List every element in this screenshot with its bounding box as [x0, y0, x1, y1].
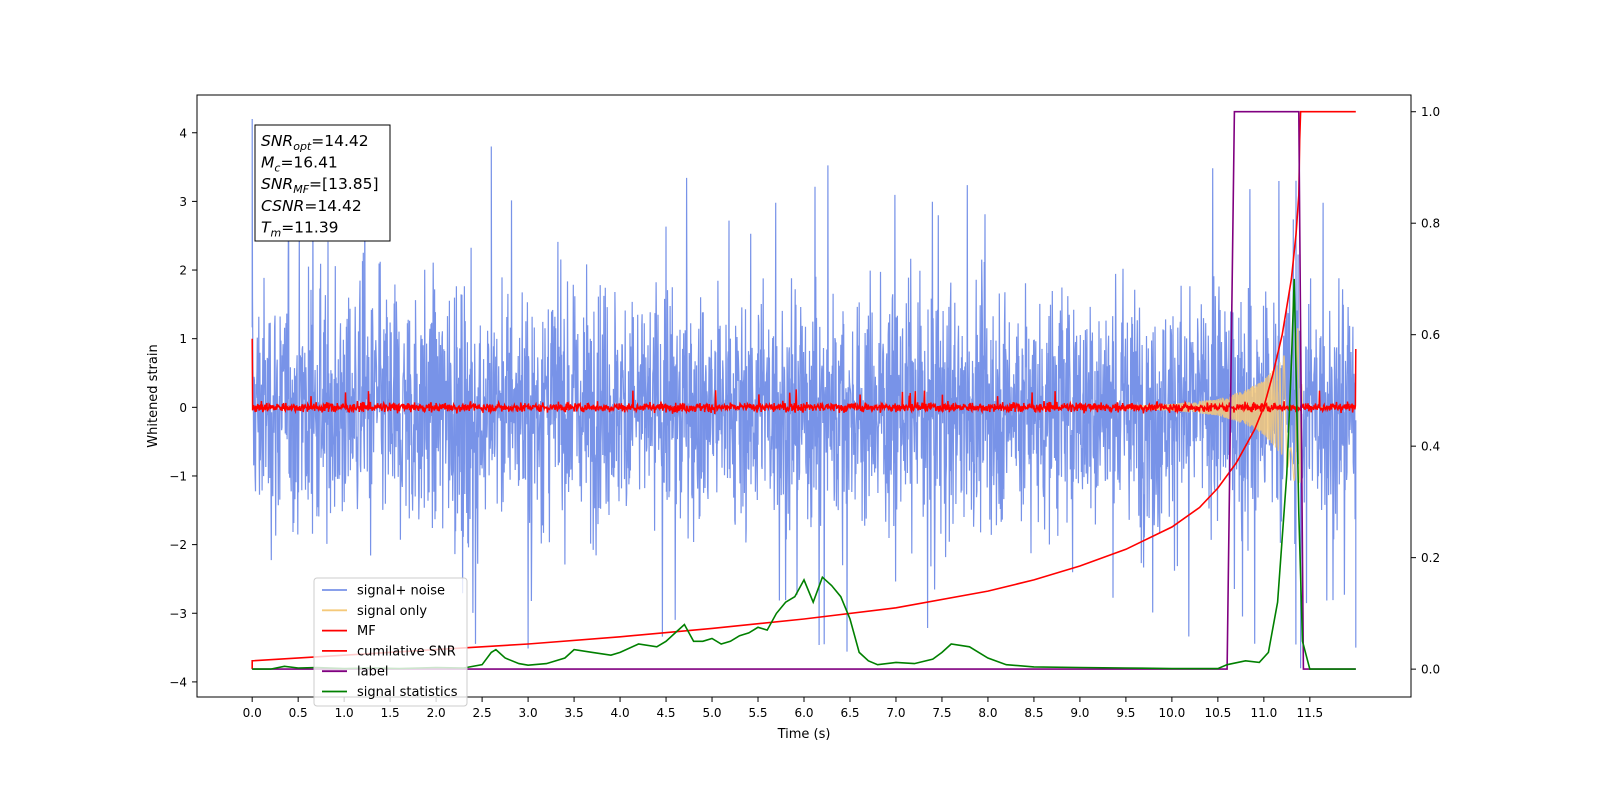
- parameters-annotation: SNRopt=14.42Mc=16.41SNRMF=[13.85]CSNR=14…: [254, 124, 391, 242]
- x-tick-label: 6.0: [794, 706, 813, 720]
- x-tick-label: 9.0: [1070, 706, 1089, 720]
- x-tick-label: 2.0: [427, 706, 446, 720]
- annotation-line: CSNR=14.42: [261, 197, 362, 215]
- x-tick-label: 3.0: [519, 706, 538, 720]
- plot-series: [251, 110, 1357, 670]
- legend-entry: cumilative SNR: [357, 644, 456, 659]
- legend-entry: signal only: [357, 604, 427, 619]
- x-tick-label: 6.5: [840, 706, 859, 720]
- x-tick-label: 8.0: [978, 706, 997, 720]
- y-tick-label: 4: [179, 126, 187, 140]
- legend-entry: label: [357, 665, 388, 680]
- x-tick-label: 4.5: [656, 706, 675, 720]
- x-tick-label: 0.5: [289, 706, 308, 720]
- x-tick-label: 8.5: [1024, 706, 1043, 720]
- annotation-box: [254, 124, 391, 242]
- legend-box: [313, 577, 468, 707]
- legend: signal+ noise signal only MF cumilative SNR…: [313, 577, 468, 707]
- annotation-line: Tm=11.39: [261, 218, 339, 239]
- x-tick-label: 11.5: [1296, 706, 1323, 720]
- legend-entry: signal statistics: [357, 685, 458, 700]
- series-mf: [251, 338, 1357, 415]
- x-tick-label: 5.0: [702, 706, 721, 720]
- x-tick-label: 1.0: [335, 706, 354, 720]
- y-tick-label: 1: [179, 332, 187, 346]
- x-axis-label: Time (s): [777, 727, 831, 742]
- x-tick-label: 5.5: [748, 706, 767, 720]
- y2-tick-label: 1.0: [1421, 105, 1440, 119]
- x-tick-label: 7.5: [932, 706, 951, 720]
- series-signal-statistics: [252, 278, 1356, 670]
- right-y-axis: 0.0 0.2 0.4 0.6 0.8 1.0: [1411, 105, 1440, 677]
- x-tick-label: 4.0: [611, 706, 630, 720]
- y2-tick-label: 0.6: [1421, 328, 1440, 342]
- x-tick-label: 9.5: [1116, 706, 1135, 720]
- x-tick-label: 1.5: [381, 706, 400, 720]
- y-axis-label: Whitened strain: [146, 344, 161, 447]
- y2-tick-label: 0.8: [1421, 217, 1440, 231]
- y2-tick-label: 0.4: [1421, 440, 1440, 454]
- x-tick-label: 7.0: [886, 706, 905, 720]
- y2-tick-label: 0.0: [1421, 663, 1440, 677]
- y-tick-label: 3: [179, 195, 187, 209]
- left-y-axis: −4 −3 −2 −1 0 1 2 3 4: [169, 126, 197, 689]
- y-tick-label: −1: [169, 469, 187, 483]
- series-cumulative-snr: [251, 110, 1356, 670]
- x-tick-label: 10.0: [1159, 706, 1186, 720]
- y-tick-label: −3: [169, 607, 187, 621]
- annotation-line: SNRMF=[13.85]: [261, 175, 379, 196]
- x-tick-label: 10.5: [1205, 706, 1232, 720]
- legend-entry: signal+ noise: [357, 584, 445, 599]
- x-tick-label: 2.5: [473, 706, 492, 720]
- x-tick-label: 0.0: [243, 706, 262, 720]
- annotation-line: SNRopt=14.42: [261, 132, 369, 153]
- y2-tick-label: 0.2: [1421, 551, 1440, 565]
- y-tick-label: −4: [169, 675, 187, 689]
- y-tick-label: 2: [179, 264, 187, 278]
- y-tick-label: 0: [179, 401, 187, 415]
- y-tick-label: −2: [169, 538, 187, 552]
- legend-entry: MF: [357, 624, 376, 639]
- x-tick-label: 3.5: [565, 706, 584, 720]
- x-axis: 0.0 0.5 1.0 1.5 2.0 2.5 3.0 3.5 4.0 4.5 5.0 5.5 6.0 6…: [243, 697, 1323, 720]
- x-tick-label: 11.0: [1250, 706, 1277, 720]
- annotation-line: Mc=16.41: [261, 154, 338, 175]
- series-signal-noise: [251, 118, 1357, 669]
